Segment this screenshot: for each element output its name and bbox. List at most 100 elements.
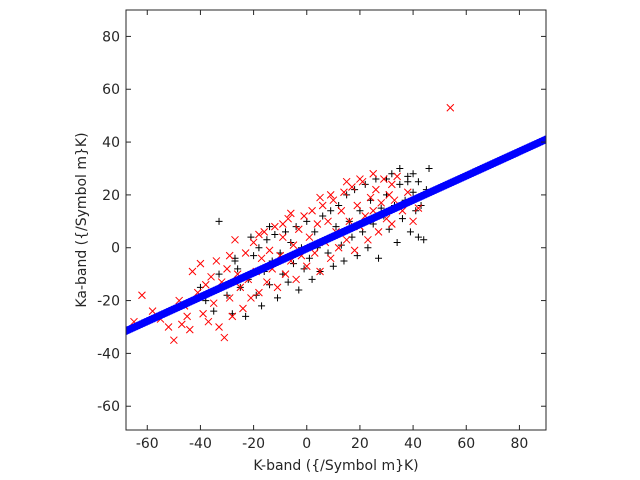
- data-point-x: [326, 254, 335, 263]
- data-point-plus: [255, 244, 263, 252]
- data-point-x: [390, 196, 399, 205]
- data-point-x: [387, 220, 396, 228]
- data-point-plus: [420, 236, 428, 244]
- data-point-x: [249, 238, 258, 247]
- x-tick-label: 20: [351, 436, 369, 452]
- x-tick-label: 40: [404, 436, 422, 452]
- data-point-plus: [425, 164, 433, 172]
- data-point-x: [308, 206, 316, 215]
- data-point-plus: [210, 307, 218, 315]
- axis-ticks: -60 -40 -20 0 20 40 60 80 -60 -40 -20 0 20 40 60 80: [97, 10, 546, 452]
- plot-marks: [126, 103, 546, 345]
- data-point-x: [316, 267, 324, 276]
- data-point-x: [292, 275, 300, 284]
- y-tick-label: 0: [111, 241, 120, 257]
- data-point-x: [236, 283, 245, 292]
- data-point-x: [403, 188, 412, 197]
- data-point-plus: [215, 217, 223, 225]
- data-point-x: [356, 175, 364, 183]
- data-point-x: [326, 191, 335, 199]
- y-tick-label: -60: [97, 399, 120, 415]
- data-point-plus: [234, 265, 242, 273]
- data-point-plus: [396, 164, 404, 172]
- data-point-x: [169, 336, 178, 345]
- data-point-x: [260, 228, 269, 236]
- x-axis-label: K-band ({/Symbol m}K): [253, 458, 418, 474]
- data-point-plus: [409, 188, 417, 196]
- data-point-plus: [274, 294, 282, 302]
- data-point-x: [185, 325, 194, 334]
- data-point-plus: [414, 178, 422, 186]
- data-point-x: [201, 280, 210, 289]
- data-point-x: [316, 193, 324, 202]
- data-point-x: [387, 180, 396, 189]
- data-point-x: [353, 201, 362, 210]
- data-point-x: [278, 220, 287, 228]
- data-point-x: [342, 235, 351, 244]
- data-point-plus: [305, 254, 313, 262]
- data-point-x: [302, 262, 311, 271]
- data-point-plus: [266, 223, 274, 231]
- data-point-plus: [398, 215, 406, 223]
- data-point-plus: [295, 286, 303, 294]
- data-point-x: [342, 177, 351, 186]
- data-point-plus: [242, 312, 250, 320]
- data-point-x: [334, 243, 343, 252]
- data-point-x: [379, 175, 388, 183]
- y-axis-label: Ka-band ({/Symbol m}K): [74, 132, 90, 307]
- data-point-x: [177, 320, 186, 329]
- data-point-plus: [308, 275, 316, 283]
- data-point-x: [366, 193, 375, 202]
- data-point-x: [273, 283, 282, 292]
- data-point-x: [305, 233, 314, 242]
- data-point-x: [231, 235, 239, 244]
- data-point-plus: [414, 233, 422, 241]
- data-point-x: [204, 317, 213, 326]
- data-point-x: [138, 291, 146, 300]
- data-point-plus: [311, 228, 319, 236]
- data-point-x: [255, 288, 263, 297]
- data-point-x: [446, 103, 455, 112]
- data-point-plus: [332, 223, 340, 231]
- data-point-x: [196, 259, 205, 268]
- data-point-plus: [327, 207, 335, 215]
- data-point-x: [225, 251, 234, 260]
- data-point-x: [164, 323, 173, 331]
- data-point-x: [241, 249, 250, 257]
- data-point-x: [369, 169, 378, 178]
- data-point-plus: [409, 170, 417, 178]
- data-point-plus: [250, 252, 258, 260]
- y-tick-label: 60: [102, 82, 120, 98]
- data-point-plus: [364, 244, 372, 252]
- data-point-x: [281, 270, 290, 279]
- x-tick-label: 0: [302, 436, 311, 452]
- x-tick-label: -40: [189, 436, 212, 452]
- data-point-x: [255, 230, 263, 239]
- data-point-x: [220, 333, 229, 342]
- data-point-x: [340, 188, 348, 197]
- data-point-x: [183, 312, 191, 321]
- data-point-x: [188, 267, 197, 276]
- data-point-x: [225, 294, 234, 302]
- data-point-x: [374, 228, 383, 236]
- data-point-x: [257, 254, 266, 263]
- data-point-plus: [340, 257, 348, 265]
- x-tick-label: -20: [242, 436, 265, 452]
- data-point-x: [364, 235, 372, 244]
- plot-frame: [125, 9, 547, 431]
- data-point-x: [345, 217, 354, 226]
- data-point-plus: [263, 236, 271, 244]
- series-1: [130, 103, 455, 345]
- data-point-plus: [271, 231, 279, 239]
- data-point-x: [372, 185, 380, 194]
- data-point-x: [247, 294, 255, 302]
- y-tick-label: -40: [97, 346, 120, 362]
- data-point-plus: [404, 178, 412, 186]
- data-point-x: [265, 246, 274, 255]
- data-point-x: [148, 307, 157, 315]
- data-point-x: [286, 209, 295, 218]
- data-point-x: [199, 309, 207, 318]
- data-point-plus: [258, 302, 266, 310]
- data-point-x: [215, 323, 223, 331]
- data-point-plus: [329, 262, 337, 270]
